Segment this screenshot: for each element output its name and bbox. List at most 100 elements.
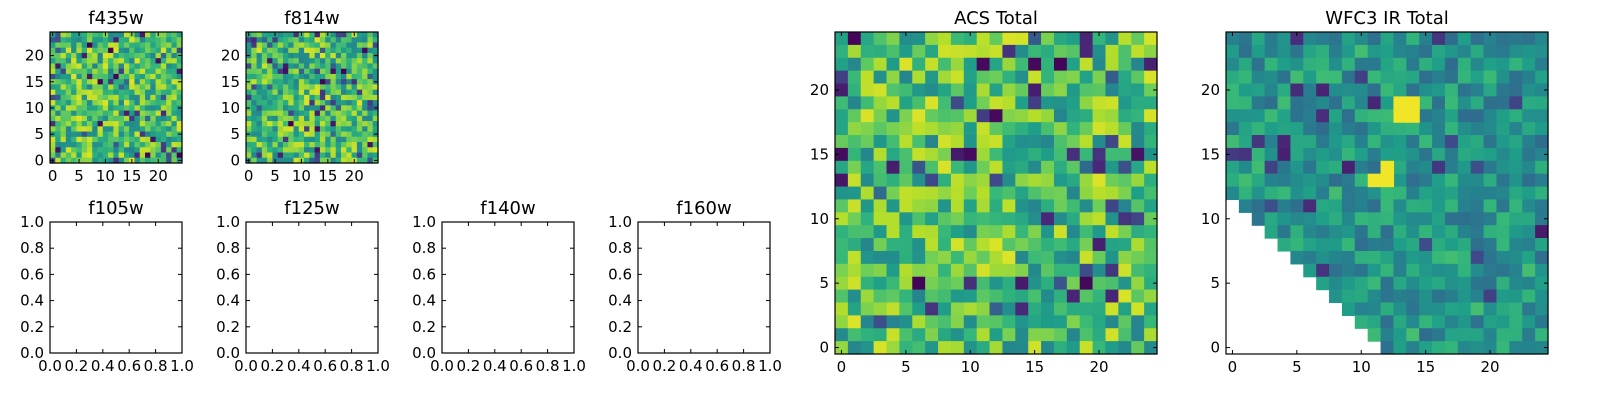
heatmap-cell (1329, 263, 1343, 278)
heatmap-cell (1316, 83, 1330, 97)
heatmap-cell (950, 302, 965, 316)
heatmap-cell (989, 315, 1004, 329)
heatmap-cell (367, 115, 374, 122)
heatmap-cell (1483, 276, 1498, 291)
heatmap-cell (288, 63, 295, 70)
heatmap-cell (288, 52, 295, 59)
heatmap-cell (346, 105, 353, 112)
heatmap-cell (113, 73, 120, 80)
heatmap-cell (1341, 199, 1356, 213)
heatmap-cell (1079, 57, 1094, 72)
heatmap-cell (304, 105, 310, 112)
heatmap-cell (1105, 341, 1119, 355)
heatmap-cell (847, 341, 862, 355)
heatmap-cell (150, 89, 157, 96)
heatmap-cell (129, 100, 136, 106)
heatmap-cell (1041, 328, 1055, 342)
heatmap-cell (976, 160, 991, 175)
heatmap-cell (1015, 263, 1029, 278)
y-tick-label: 20 (810, 81, 829, 99)
heatmap-cell (938, 225, 952, 239)
heatmap-cell (86, 79, 93, 85)
heatmap-cell (113, 126, 120, 133)
heatmap-cell (1522, 173, 1536, 188)
heatmap-cell (298, 63, 305, 70)
heatmap-cell (1066, 44, 1081, 59)
heatmap-cell (86, 142, 93, 148)
heatmap-cell (150, 47, 157, 54)
heatmap-cell (71, 110, 77, 117)
heatmap-cell (1522, 289, 1536, 304)
heatmap-cell (1367, 315, 1382, 329)
heatmap-cell (1380, 199, 1395, 213)
heatmap-cell (155, 136, 162, 143)
heatmap-cell (335, 131, 342, 138)
heatmap-cell (899, 328, 913, 342)
heatmap-cell (171, 100, 178, 106)
heatmap-cell (1406, 57, 1420, 72)
heatmap-cell (1092, 212, 1107, 226)
heatmap-cell (1367, 147, 1382, 162)
heatmap-cell (873, 109, 888, 123)
heatmap-cell (860, 83, 875, 97)
heatmap-cell (950, 70, 965, 85)
heatmap-cell (1118, 289, 1132, 304)
heatmap-cell (860, 238, 875, 252)
heatmap-cell (1041, 315, 1055, 329)
heatmap-cell (912, 263, 926, 278)
heatmap-cell (50, 42, 56, 49)
heatmap-cell (367, 147, 374, 154)
heatmap-cell (356, 89, 363, 96)
heatmap-cell (847, 225, 862, 239)
heatmap-cell (319, 89, 326, 96)
heatmap-cell (304, 131, 310, 138)
heatmap-cell (1329, 135, 1343, 149)
heatmap-cell (1092, 160, 1107, 175)
heatmap-cell (102, 52, 109, 59)
heatmap-cell (356, 157, 363, 164)
heatmap-cell (899, 70, 913, 85)
heatmap-cell (938, 44, 952, 59)
heatmap-cell (976, 328, 991, 342)
heatmap-cell (1432, 122, 1446, 136)
heatmap-cell (1329, 173, 1343, 188)
heatmap-cell (55, 152, 62, 159)
x-tick-label: 0.0 (430, 357, 454, 375)
heatmap-cell (272, 79, 279, 85)
heatmap-cell (1131, 44, 1145, 59)
heatmap-cell (1092, 135, 1107, 149)
heatmap-cell (288, 157, 295, 164)
heatmap-cell (1393, 276, 1407, 291)
heatmap-cell (899, 122, 913, 136)
heatmap-cell (1509, 57, 1523, 72)
heatmap-cell (129, 152, 136, 159)
heatmap-cell (1354, 263, 1369, 278)
heatmap-cell (97, 73, 104, 80)
heatmap-cell (1354, 212, 1369, 226)
heatmap-cell (1341, 289, 1356, 304)
heatmap-cell (139, 142, 146, 148)
heatmap-cell (1457, 250, 1472, 265)
heatmap-cell (1354, 199, 1369, 213)
heatmap-cell (113, 131, 120, 138)
y-tick-label: 15 (221, 73, 240, 91)
y-tick-label: 0.2 (20, 318, 44, 336)
heatmap-cell (362, 79, 369, 85)
heatmap-cell (139, 37, 146, 44)
heatmap-cell (1066, 328, 1081, 342)
heatmap-cell (145, 58, 151, 65)
heatmap-cell (847, 173, 862, 188)
heatmap-cell (1432, 276, 1446, 291)
heatmap-cell (1264, 96, 1279, 110)
heatmap-cell (282, 79, 289, 85)
heatmap-cell (1432, 238, 1446, 252)
heatmap-cell (963, 212, 978, 226)
heatmap-cell (108, 142, 114, 148)
heatmap-cell (925, 341, 939, 355)
heatmap-cell (155, 37, 162, 44)
heatmap-cell (351, 147, 358, 154)
heatmap-cell (272, 37, 279, 44)
heatmap-cell (319, 115, 326, 122)
heatmap-cell (282, 63, 289, 70)
heatmap-cell (1144, 122, 1158, 136)
